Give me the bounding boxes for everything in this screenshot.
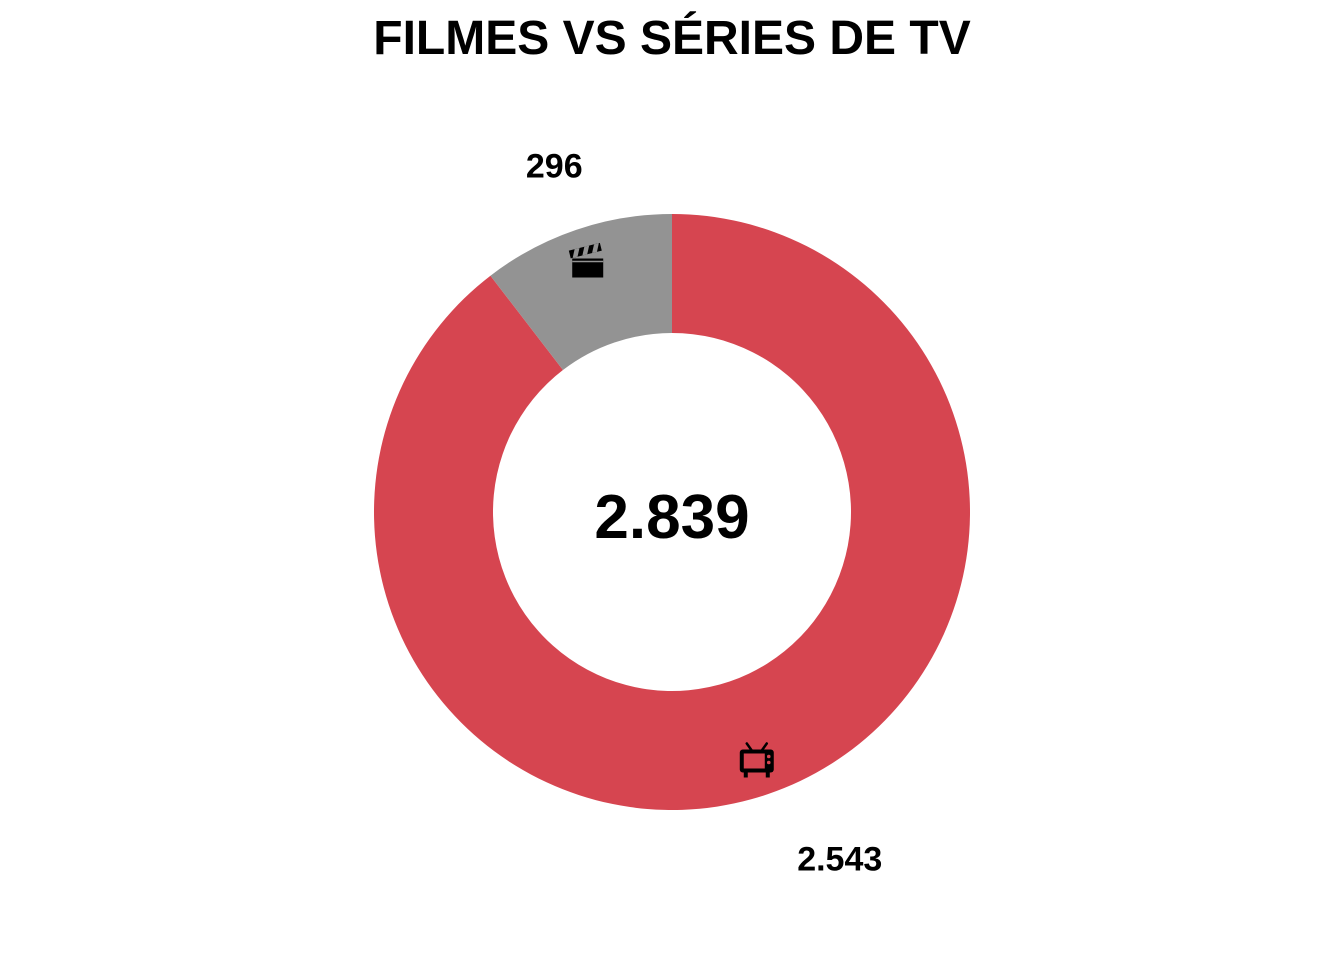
slice-labels: 2.543 296 bbox=[526, 147, 882, 878]
total-label: 2.839 bbox=[594, 483, 749, 552]
donut-slice-1 bbox=[490, 214, 672, 371]
chart-title: FILMES VS SÉRIES DE TV bbox=[373, 11, 970, 65]
tv-icon bbox=[739, 742, 774, 778]
slice-icons bbox=[568, 242, 774, 778]
clapperboard-icon bbox=[568, 242, 604, 278]
donut-slices bbox=[374, 214, 970, 810]
slice-value-label-1: 296 bbox=[526, 147, 583, 185]
donut-slice-0 bbox=[374, 214, 970, 810]
slice-value-label-0: 2.543 bbox=[797, 841, 882, 879]
